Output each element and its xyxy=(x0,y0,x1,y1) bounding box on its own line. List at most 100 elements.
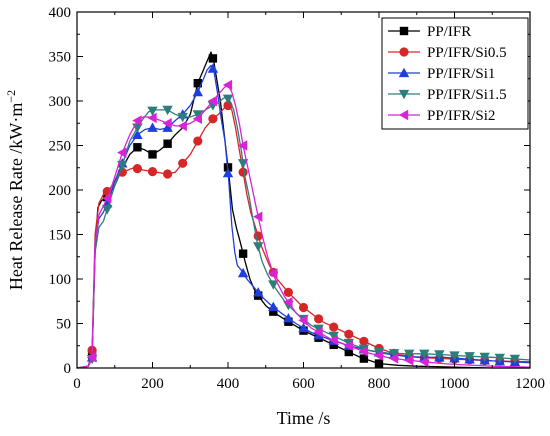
series-marker xyxy=(404,349,415,359)
y-tick-label: 300 xyxy=(49,94,72,110)
legend-label: PP/IFR xyxy=(427,24,471,40)
series-marker xyxy=(237,159,249,169)
series-marker xyxy=(298,315,308,326)
series-marker xyxy=(148,150,157,159)
legend-label: PP/IFR/Si1 xyxy=(427,66,495,82)
series-marker xyxy=(328,334,338,346)
series-marker xyxy=(147,106,158,116)
x-tick-label: 800 xyxy=(368,376,391,392)
series-marker xyxy=(102,205,113,215)
series-marker xyxy=(102,193,112,204)
x-tick-label: 1000 xyxy=(440,376,470,392)
series-marker xyxy=(479,352,490,363)
series-marker xyxy=(147,112,157,124)
series-marker xyxy=(313,327,323,338)
legend-item: PP/IFR xyxy=(388,24,471,40)
series-marker xyxy=(222,167,234,178)
series-marker xyxy=(298,322,309,333)
series-marker xyxy=(208,54,218,63)
y-tick-label: 50 xyxy=(56,317,71,333)
series-marker xyxy=(343,340,353,351)
series-marker xyxy=(344,347,353,357)
y-tick-label: 150 xyxy=(49,228,72,244)
series-marker xyxy=(509,354,521,365)
series-marker xyxy=(207,95,218,107)
series-marker xyxy=(117,160,128,171)
series-marker xyxy=(404,355,414,366)
x-axis-ticks: 0 200 400 600 800 1000 1200 xyxy=(73,12,545,392)
series-marker xyxy=(283,312,294,323)
series-marker xyxy=(283,287,293,297)
series-marker xyxy=(388,349,400,359)
y-tick-label: 200 xyxy=(49,183,72,199)
series-layer xyxy=(76,51,531,369)
legend-marker xyxy=(399,47,409,57)
y-axis-label-group: Heat Release Rate /kW·m−2 xyxy=(4,90,26,290)
series-marker xyxy=(238,249,248,258)
x-tick-label: 200 xyxy=(141,376,164,392)
legend-label: PP/IFR/Si0.5 xyxy=(427,45,507,61)
series-marker xyxy=(132,129,143,139)
series-marker xyxy=(449,351,460,361)
y-axis-label-text: Heat Release Rate /kW·m xyxy=(6,103,26,290)
series-marker xyxy=(329,322,339,332)
legend-marker xyxy=(398,89,410,100)
legend-item: PP/IFR/Si0.5 xyxy=(388,45,507,61)
series-marker xyxy=(133,143,142,152)
series-marker xyxy=(419,356,429,367)
y-tick-label: 100 xyxy=(49,272,72,288)
series-marker xyxy=(162,122,173,132)
series-marker xyxy=(222,79,233,91)
series-marker xyxy=(253,211,263,222)
series-marker xyxy=(163,139,172,148)
x-tick-label: 400 xyxy=(217,376,240,392)
series-marker xyxy=(314,314,324,324)
series-marker xyxy=(147,122,158,132)
series-marker xyxy=(253,287,264,297)
series-marker xyxy=(193,79,202,88)
y-tick-label: 0 xyxy=(64,361,72,377)
x-axis-label: Time /s xyxy=(277,408,331,428)
series-marker xyxy=(237,140,248,151)
y-axis-label-sup: −2 xyxy=(4,90,18,103)
y-tick-label: 250 xyxy=(49,139,72,155)
series-marker xyxy=(177,112,188,123)
series-marker xyxy=(494,353,505,364)
legend-item: PP/IFR/Si1 xyxy=(388,66,495,82)
legend-label: PP/IFR/Si1.5 xyxy=(427,87,507,103)
series-marker xyxy=(192,86,203,97)
series-marker xyxy=(268,301,279,312)
series-marker xyxy=(147,167,158,177)
series-marker xyxy=(298,302,309,313)
series-marker xyxy=(359,354,369,363)
y-tick-label: 350 xyxy=(49,50,72,66)
series-marker xyxy=(208,114,218,124)
series-marker xyxy=(192,110,203,120)
series-marker xyxy=(192,113,202,124)
series-marker xyxy=(344,329,354,339)
y-axis-ticks: 0 50 100 150 200 250 300 350 400 xyxy=(49,5,530,377)
legend: PP/IFR PP/IFR/Si0.5 PP/IFR/Si1 PP/IFR/Si1.5… xyxy=(381,17,529,130)
y-axis-label: Heat Release Rate /kW·m−2 xyxy=(4,90,26,290)
series-marker xyxy=(358,346,369,357)
series-marker xyxy=(163,169,173,179)
legend-label: PP/IFR/Si2 xyxy=(427,108,495,124)
legend-marker xyxy=(399,26,409,36)
series-marker xyxy=(238,167,248,177)
legend-item: PP/IFR/Si1.5 xyxy=(388,87,507,103)
series-marker xyxy=(373,350,384,361)
series-marker xyxy=(373,347,385,358)
x-tick-label: 1200 xyxy=(515,376,545,392)
x-tick-label: 600 xyxy=(292,376,315,392)
series-marker xyxy=(222,94,234,104)
series-marker xyxy=(237,267,249,278)
series-marker xyxy=(268,280,279,290)
series-marker xyxy=(132,164,142,174)
y-tick-label: 400 xyxy=(49,5,72,21)
series-marker xyxy=(253,242,264,252)
series-marker xyxy=(359,336,369,346)
series-marker xyxy=(388,353,399,364)
series-marker xyxy=(283,296,293,308)
